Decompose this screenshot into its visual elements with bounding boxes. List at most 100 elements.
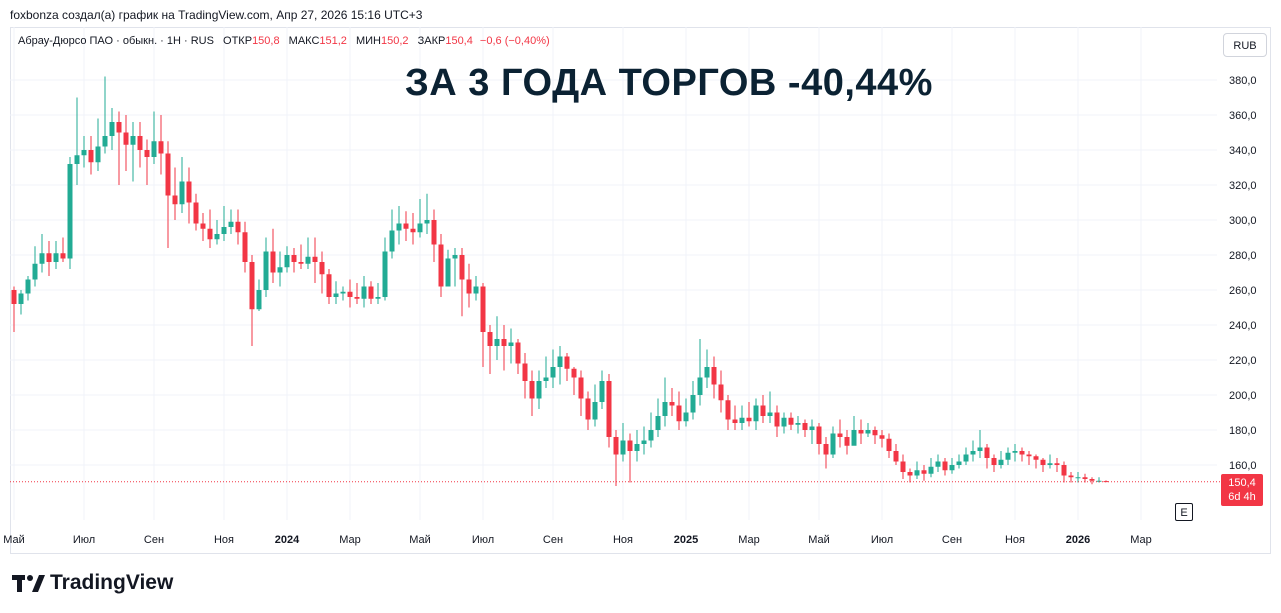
candle [235, 209, 241, 245]
candle-body [116, 122, 122, 133]
candle-body [466, 279, 472, 294]
candle-body [249, 262, 255, 310]
candle-body [207, 228, 213, 240]
candle [417, 199, 423, 238]
candle-body [697, 377, 703, 395]
candle-body [214, 234, 220, 240]
candle-body [914, 470, 920, 476]
candle-body [158, 141, 164, 154]
candle-body [186, 181, 192, 203]
candle-body [165, 153, 171, 196]
candle [1047, 454, 1053, 469]
candle [1054, 458, 1060, 472]
currency-button[interactable]: RUB [1223, 33, 1267, 57]
candle-body [396, 223, 402, 231]
candle-body [655, 416, 661, 430]
candle-body [942, 461, 948, 471]
candle [109, 108, 115, 150]
candle [606, 374, 612, 448]
candle-body [473, 286, 479, 294]
candle [95, 118, 101, 171]
candle [648, 412, 654, 448]
candle-body [1089, 479, 1095, 481]
tradingview-logo-text: TradingView [50, 571, 174, 594]
candle [816, 423, 822, 455]
candle [620, 423, 626, 462]
price-tick-label: 360,0 [1229, 110, 1257, 122]
candle-body [1033, 456, 1039, 460]
price-tick-label: 180,0 [1229, 425, 1257, 437]
candle-body [837, 433, 843, 437]
candle-body [1082, 477, 1088, 479]
candle-body [32, 263, 38, 280]
candle [669, 388, 675, 416]
candle [998, 451, 1004, 469]
candle-body [774, 412, 780, 427]
candle [634, 430, 640, 462]
price-tick-label: 260,0 [1229, 285, 1257, 297]
candle [403, 211, 409, 241]
candle [1082, 473, 1088, 483]
candle-body [893, 451, 899, 462]
candle [389, 209, 395, 259]
open-value: 150,8 [252, 35, 280, 47]
candle [557, 346, 563, 385]
candle [361, 276, 367, 308]
price-axis: 160,0 180,0 200,0 220,0 240,0 260,0 280,0 300,0… [1229, 75, 1257, 472]
candle [1040, 458, 1046, 472]
candle-body [753, 405, 759, 422]
candle [46, 241, 52, 276]
candle [277, 251, 283, 287]
candle [333, 281, 339, 304]
price-tick-label: 220,0 [1229, 355, 1257, 367]
time-tick-label: Май [3, 534, 25, 546]
candle [424, 193, 430, 234]
tradingview-logo[interactable]: TradingView [12, 571, 174, 594]
candle-body [669, 402, 675, 406]
candle [39, 234, 45, 273]
last-price-value: 150,4 [1228, 477, 1256, 489]
candle-body [690, 395, 696, 413]
candle [81, 136, 87, 168]
candle-body [235, 221, 241, 233]
candle-body [676, 405, 682, 422]
candle [102, 76, 108, 154]
candle [522, 353, 528, 399]
earnings-event-marker[interactable]: E [1175, 503, 1193, 521]
candle-body [375, 297, 381, 299]
candle [949, 458, 955, 474]
candle-body [438, 244, 444, 287]
bar-countdown: 6d 4h [1228, 491, 1256, 503]
price-tick-label: 200,0 [1229, 390, 1257, 402]
candle [718, 370, 724, 413]
candle [900, 454, 906, 479]
candle [921, 465, 927, 481]
candle-body [1026, 454, 1032, 457]
candle-body [368, 286, 374, 299]
candle [613, 430, 619, 486]
candle [599, 370, 605, 409]
candle [928, 458, 934, 478]
candle-body [907, 472, 913, 476]
candle-body [627, 440, 633, 451]
candle [830, 426, 836, 458]
candle-body [410, 228, 416, 233]
candle-body [795, 423, 801, 425]
candle-body [1075, 477, 1081, 479]
candle [116, 111, 122, 185]
candle [970, 440, 976, 462]
high-label: МАКС [288, 35, 320, 47]
candle-body [872, 430, 878, 436]
candle [571, 367, 577, 395]
candle [501, 325, 507, 371]
candle [690, 381, 696, 420]
candle [123, 115, 129, 171]
candle-body [725, 400, 731, 420]
close-value: 150,4 [445, 35, 473, 47]
candle [473, 276, 479, 301]
candle-body [256, 290, 262, 310]
price-tick-label: 240,0 [1229, 320, 1257, 332]
candle-body [1054, 463, 1060, 465]
candle-body [494, 339, 500, 346]
